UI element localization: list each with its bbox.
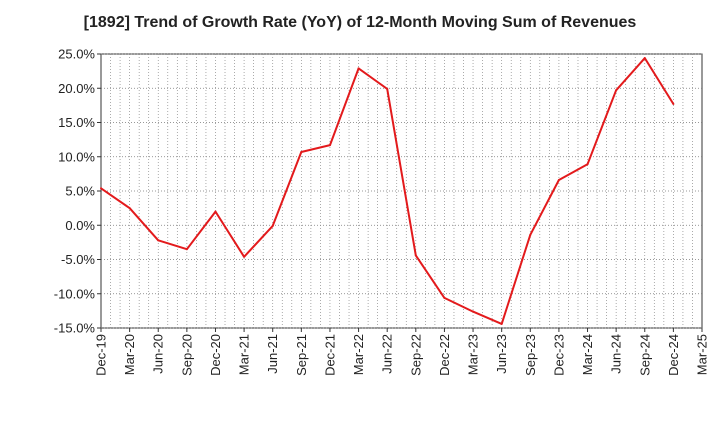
data-point	[443, 296, 446, 299]
x-tick-label: Sep-20	[179, 334, 194, 376]
data-point	[414, 254, 417, 257]
x-tick-label: Mar-22	[351, 334, 366, 375]
data-point	[586, 163, 589, 166]
data-point	[214, 210, 217, 213]
x-tick-label: Dec-21	[322, 334, 337, 376]
x-tick-label: Mar-23	[466, 334, 481, 375]
data-point	[100, 187, 102, 190]
x-tick-label: Mar-21	[237, 334, 252, 375]
data-point	[529, 233, 532, 236]
x-tick-label: Dec-20	[208, 334, 223, 376]
y-tick-label: -10.0%	[54, 286, 96, 301]
data-point	[300, 150, 303, 153]
y-tick-label: 25.0%	[58, 47, 95, 62]
x-tick-label: Jun-21	[265, 334, 280, 374]
data-point	[672, 103, 675, 106]
y-tick-label: 10.0%	[58, 149, 95, 164]
x-tick-label: Dec-24	[666, 334, 681, 376]
x-tick-label: Sep-24	[637, 334, 652, 376]
y-tick-label: 20.0%	[58, 81, 95, 96]
data-point	[386, 87, 389, 90]
data-point	[643, 57, 646, 60]
x-tick-label: Dec-23	[551, 334, 566, 376]
data-point	[557, 179, 560, 182]
x-tick-label: Sep-23	[523, 334, 538, 376]
x-tick-label: Mar-25	[695, 334, 710, 375]
x-tick-label: Sep-21	[294, 334, 309, 376]
x-tick-label: Dec-19	[94, 334, 109, 376]
x-tick-label: Jun-23	[494, 334, 509, 374]
x-tick-label: Jun-24	[609, 334, 624, 374]
data-point	[472, 310, 475, 313]
x-tick-label: Jun-20	[151, 334, 166, 374]
data-point	[357, 67, 360, 70]
y-tick-label: 0.0%	[65, 218, 95, 233]
data-point	[615, 89, 618, 92]
data-point	[243, 255, 246, 258]
data-point	[328, 144, 331, 147]
y-tick-label: 15.0%	[58, 115, 95, 130]
x-tick-label: Jun-22	[380, 334, 395, 374]
data-point	[128, 207, 131, 210]
x-tick-label: Mar-24	[580, 334, 595, 375]
data-point	[185, 248, 188, 251]
x-tick-label: Dec-22	[437, 334, 452, 376]
x-tick-label: Mar-20	[122, 334, 137, 375]
data-point	[500, 322, 503, 325]
chart-title: [1892] Trend of Growth Rate (YoY) of 12-…	[83, 14, 637, 31]
x-tick-label: Sep-22	[408, 334, 423, 376]
y-tick-label: -5.0%	[61, 252, 95, 267]
y-tick-label: 5.0%	[65, 184, 95, 199]
y-tick-label: -15.0%	[54, 321, 96, 336]
data-point	[271, 224, 274, 227]
data-point	[157, 239, 160, 242]
